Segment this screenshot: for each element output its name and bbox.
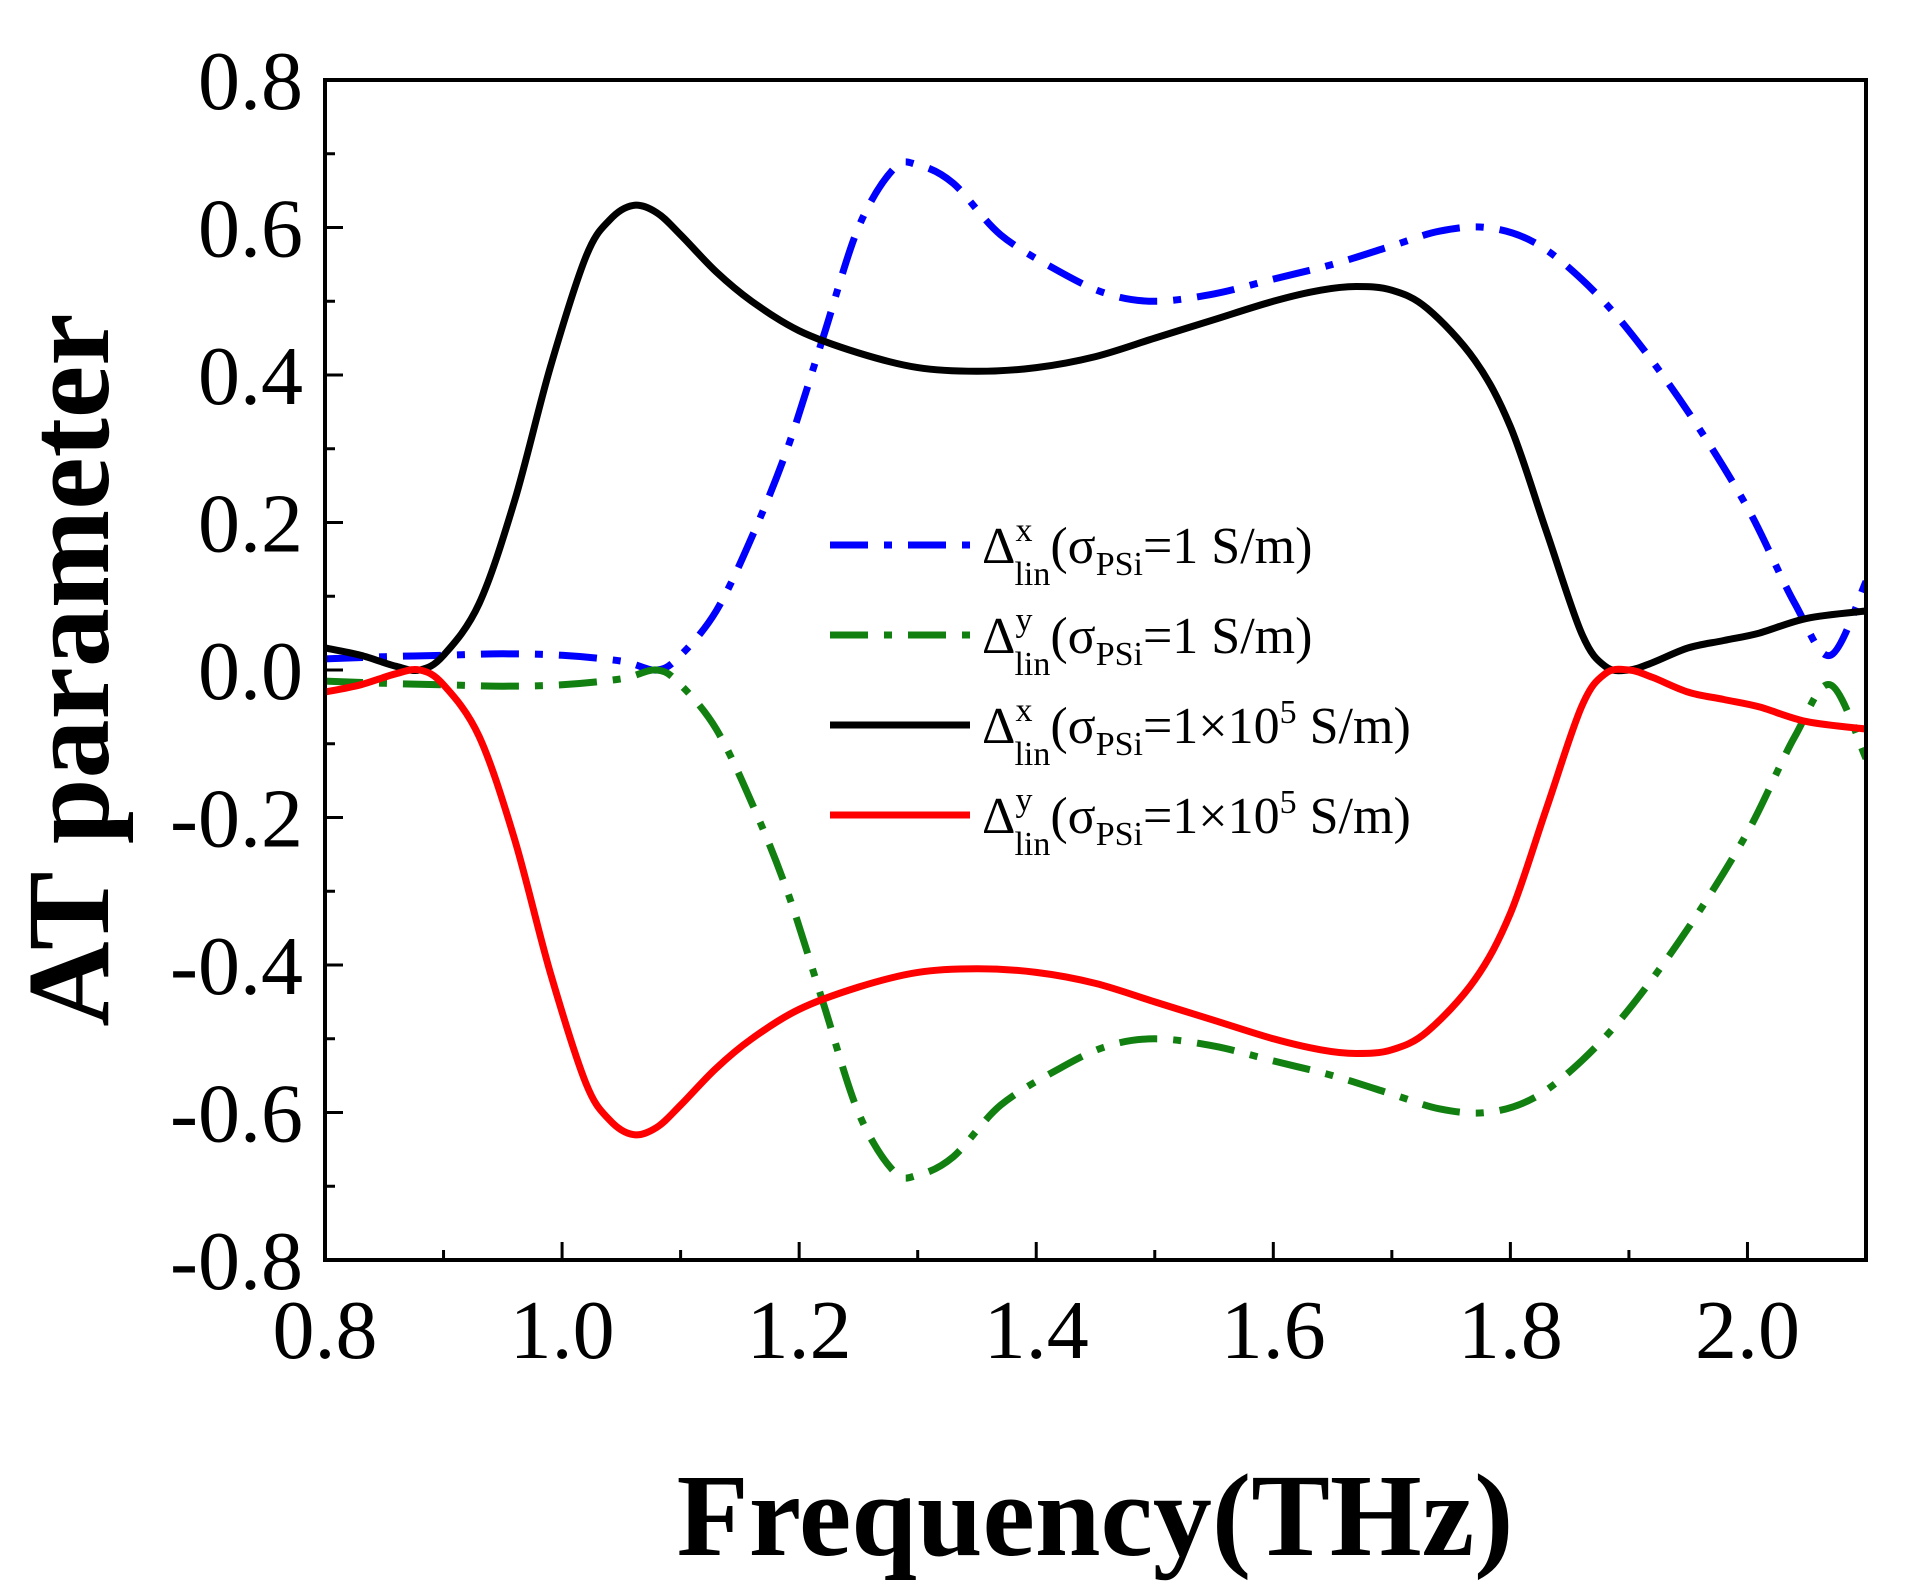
series-line-2 [325, 666, 1866, 1182]
legend-part: Δ [982, 788, 1015, 845]
legend-part: S/m) [1297, 788, 1411, 845]
legend-part: PSi [1096, 546, 1143, 583]
legend-part: 5 [1280, 784, 1297, 821]
legend-part: =1 S/m) [1143, 608, 1312, 665]
legend-part: y [1015, 782, 1032, 819]
y-tick-label: 0.2 [198, 478, 303, 571]
legend-part: PSi [1096, 726, 1143, 763]
legend-entry: Δx lin(σPSi=1×105 S/m) [982, 692, 1411, 773]
legend-part: lin [1014, 646, 1050, 683]
legend-part: =1×10 [1143, 788, 1280, 845]
legend-part: (σ [1050, 608, 1095, 665]
y-tick-label: 0.4 [198, 330, 303, 423]
legend-part: Δ [982, 698, 1015, 755]
x-tick-label: 1.0 [510, 1284, 615, 1377]
legend: Δx lin(σPSi=1 S/m)Δy lin(σPSi=1 S/m)Δx lin(… [830, 512, 1411, 863]
legend-part: PSi [1096, 816, 1143, 853]
legend-part: (σ [1050, 518, 1095, 575]
y-tick-label: -0.8 [170, 1215, 303, 1308]
legend-part: y [1015, 602, 1032, 639]
y-tick-label: -0.2 [170, 773, 303, 866]
x-tick-label: 1.2 [747, 1284, 852, 1377]
legend-part: Δ [982, 608, 1015, 665]
x-tick-label: 1.8 [1458, 1284, 1563, 1377]
legend-part: lin [1014, 826, 1050, 863]
x-tick-label: 1.6 [1221, 1284, 1326, 1377]
legend-part: (σ [1050, 788, 1095, 845]
legend-part: Δ [982, 518, 1015, 575]
legend-part: =1×10 [1143, 698, 1280, 755]
x-axis-title: Frequency(THz) [677, 1450, 1514, 1581]
x-tick-label: 1.4 [984, 1284, 1089, 1377]
y-tick-label: 0.0 [198, 625, 303, 718]
x-tick-label: 2.0 [1695, 1284, 1800, 1377]
y-tick-label: 0.8 [198, 35, 303, 128]
legend-entry: Δy lin(σPSi=1×105 S/m) [982, 782, 1411, 863]
ticks-layer: 0.8 1.0 1.2 1.4 1.6 1.8 2.0 -0.8 -0.6 -0.4 -0.2 0.0… [170, 35, 1800, 1377]
y-axis-title: AT parameter [3, 313, 134, 1026]
series-line-1 [325, 158, 1866, 674]
legend-part: =1 S/m) [1143, 518, 1312, 575]
legend-part: S/m) [1297, 698, 1411, 755]
legend-part: 5 [1280, 694, 1297, 731]
x-tick-label: 0.8 [273, 1284, 378, 1377]
series-layer [325, 158, 1866, 1182]
legend-part: lin [1014, 736, 1050, 773]
y-tick-label: -0.4 [170, 920, 303, 1013]
series-line-4 [325, 665, 1866, 1139]
legend-entry: Δx lin(σPSi=1 S/m) [982, 512, 1312, 593]
y-tick-label: -0.6 [170, 1068, 303, 1161]
series-line-3 [325, 201, 1866, 675]
legend-entry: Δy lin(σPSi=1 S/m) [982, 602, 1312, 683]
legend-part: x [1015, 692, 1032, 729]
y-tick-label: 0.6 [198, 183, 303, 276]
legend-part: (σ [1050, 698, 1095, 755]
legend-part: x [1015, 512, 1032, 549]
legend-part: lin [1014, 556, 1050, 593]
legend-part: PSi [1096, 636, 1143, 673]
